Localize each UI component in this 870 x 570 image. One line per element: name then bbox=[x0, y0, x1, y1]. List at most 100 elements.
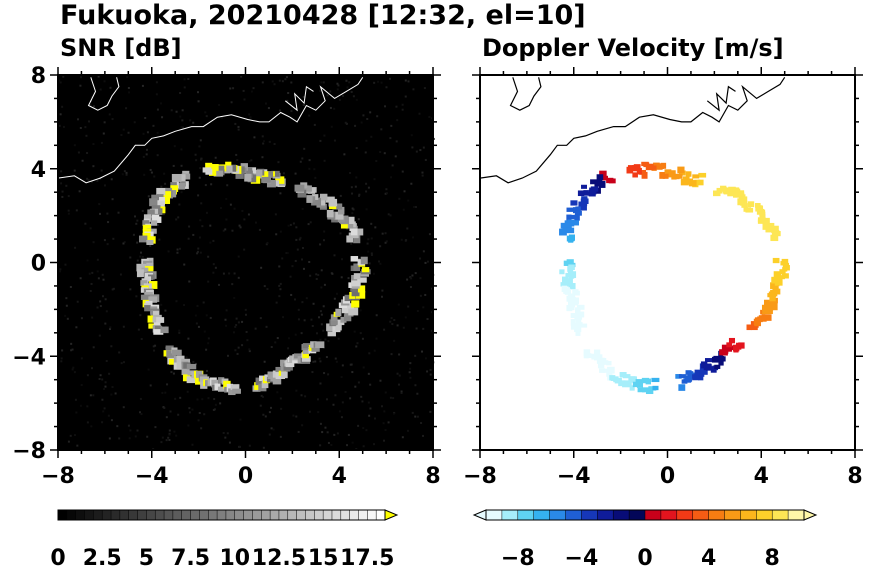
colorbar-cell bbox=[66, 509, 77, 521]
echo-cell bbox=[232, 388, 241, 394]
colorbar-cell bbox=[269, 509, 280, 521]
echo-cell bbox=[151, 216, 162, 223]
echo-cell bbox=[311, 345, 320, 352]
echo-cell bbox=[680, 178, 689, 186]
echo-cell bbox=[607, 366, 615, 374]
echo-cell bbox=[770, 234, 779, 242]
echo-cell bbox=[171, 349, 182, 356]
echo-cell bbox=[171, 173, 182, 182]
colorbar-cell bbox=[375, 509, 386, 521]
echo-cell bbox=[578, 201, 586, 207]
echo-cell bbox=[302, 348, 310, 354]
echo-cell bbox=[698, 172, 707, 178]
echo-cell bbox=[181, 358, 191, 365]
echo-cell bbox=[319, 193, 328, 201]
echo-cell bbox=[163, 197, 171, 204]
colorbar-cell bbox=[644, 509, 662, 521]
echo-cell bbox=[772, 257, 780, 264]
echo-cell bbox=[641, 377, 650, 384]
echo-cell bbox=[726, 342, 733, 348]
echo-cell bbox=[360, 256, 368, 265]
echo-cell bbox=[348, 307, 359, 316]
coastline bbox=[706, 85, 736, 112]
colorbar-cell bbox=[771, 509, 789, 521]
echo-cell bbox=[639, 169, 647, 175]
echo-cell bbox=[343, 314, 352, 322]
x-tick-label: −4 bbox=[135, 464, 169, 489]
echo-cell bbox=[355, 291, 366, 299]
echo-cell bbox=[350, 256, 359, 262]
echo-cell bbox=[235, 171, 244, 179]
echo-cell bbox=[302, 343, 311, 349]
echo-cell bbox=[575, 318, 582, 326]
colorbar-label: 8 bbox=[765, 546, 780, 570]
echo-cell bbox=[138, 235, 148, 243]
echo-cell bbox=[142, 224, 151, 231]
y-tick-label: 4 bbox=[31, 158, 46, 183]
colorbar-label: 12.5 bbox=[252, 546, 306, 570]
echo-cell bbox=[559, 269, 565, 275]
echo-cell bbox=[176, 361, 187, 369]
echo-cell bbox=[741, 196, 748, 203]
colorbar-label: 5 bbox=[139, 546, 154, 570]
echo-cell bbox=[777, 275, 785, 280]
echo-cell bbox=[140, 280, 148, 287]
echo-cell bbox=[763, 299, 771, 306]
echo-cell bbox=[596, 174, 604, 181]
echo-cell bbox=[566, 214, 572, 222]
echo-cell bbox=[146, 228, 157, 234]
colorbar-cell bbox=[692, 509, 710, 521]
colorbar-cell bbox=[340, 509, 351, 521]
echo-cell bbox=[566, 207, 574, 212]
echo-cell bbox=[275, 373, 286, 380]
echo-cell bbox=[230, 384, 240, 390]
echo-cell bbox=[576, 322, 583, 327]
colorbar-frame bbox=[485, 509, 805, 521]
colorbar-cell bbox=[501, 509, 519, 521]
echo-cell bbox=[568, 283, 576, 290]
echo-cell bbox=[156, 187, 166, 196]
echo-cell bbox=[265, 171, 274, 178]
echo-cell bbox=[297, 189, 307, 198]
echo-cell bbox=[225, 161, 232, 168]
echo-cell bbox=[750, 321, 757, 328]
echo-cell bbox=[564, 288, 571, 295]
echo-cell bbox=[176, 355, 185, 363]
echo-cell bbox=[718, 360, 724, 366]
echo-cell bbox=[632, 165, 638, 172]
colorbar-cell bbox=[787, 509, 805, 521]
colorbar-extend-max bbox=[803, 509, 818, 521]
echo-cell bbox=[764, 217, 770, 224]
echo-cell bbox=[713, 355, 721, 361]
echo-cell bbox=[652, 385, 659, 391]
echo-cell bbox=[327, 328, 336, 337]
echo-cell bbox=[579, 204, 587, 211]
colorbar-label: 4 bbox=[701, 546, 716, 570]
colorbar-cell bbox=[278, 509, 289, 521]
echo-cell bbox=[581, 184, 588, 189]
colorbar-cell bbox=[676, 509, 694, 521]
echo-cell bbox=[637, 387, 645, 393]
echo-cell bbox=[719, 356, 726, 362]
echo-cell bbox=[618, 380, 626, 387]
colorbar-extend-min bbox=[472, 509, 487, 521]
colorbar-cell bbox=[119, 509, 130, 521]
echo-cell bbox=[606, 177, 614, 184]
echo-cell bbox=[566, 227, 575, 234]
doppler-panel: −8 −4 0 4 8 bbox=[463, 67, 863, 489]
echo-cell bbox=[350, 227, 358, 236]
echo-cell bbox=[575, 309, 581, 316]
echo-cell bbox=[572, 207, 581, 214]
echo-cell bbox=[571, 301, 579, 306]
echo-cell bbox=[186, 376, 197, 384]
echo-cell bbox=[626, 166, 634, 174]
echo-cell bbox=[577, 311, 585, 318]
echo-cell bbox=[155, 201, 165, 208]
echo-cell bbox=[218, 377, 225, 384]
echo-cell bbox=[357, 285, 366, 293]
echo-cell bbox=[629, 385, 635, 391]
echo-cell bbox=[351, 278, 361, 287]
echo-cell bbox=[181, 173, 191, 180]
echo-cell bbox=[186, 363, 197, 370]
coastline bbox=[479, 76, 786, 184]
